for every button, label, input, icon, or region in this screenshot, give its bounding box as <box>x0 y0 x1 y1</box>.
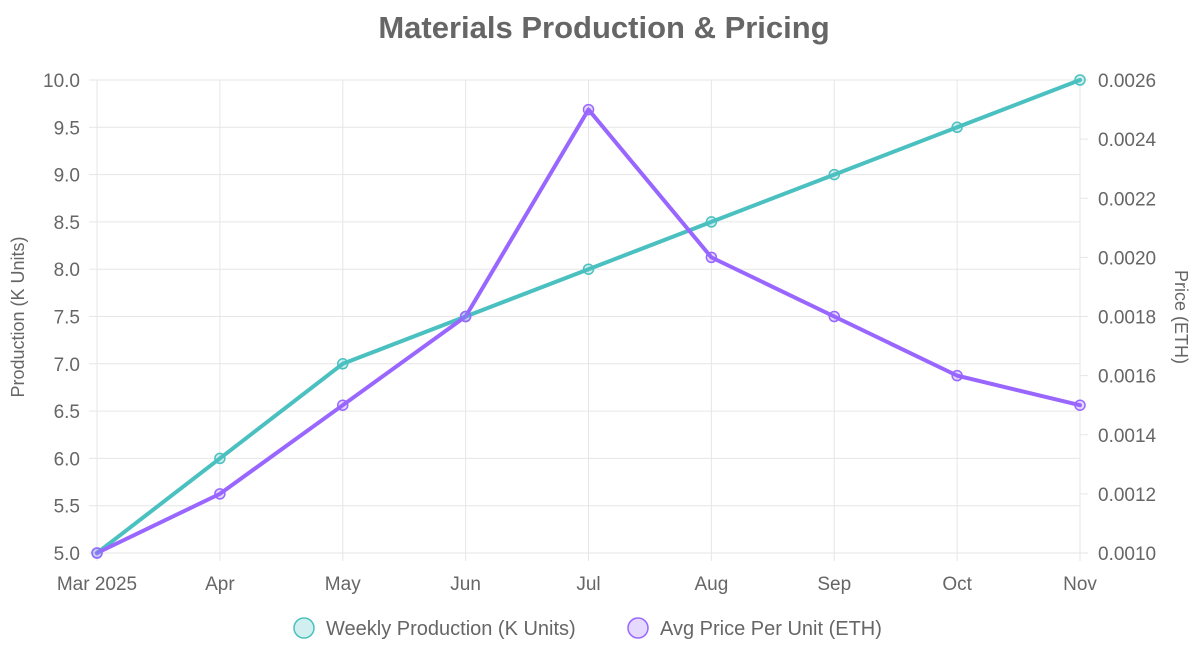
right-tick-label: 0.0026 <box>1098 71 1156 92</box>
legend: Weekly Production (K Units) Avg Price Pe… <box>293 617 882 640</box>
legend-swatch-price <box>627 617 649 639</box>
left-tick-label: 7.0 <box>54 355 80 376</box>
x-tick-label: Oct <box>942 574 972 595</box>
data-point[interactable] <box>705 251 718 264</box>
data-point[interactable] <box>1074 74 1086 86</box>
x-tick-label: Aug <box>694 574 728 595</box>
data-point[interactable] <box>951 121 963 134</box>
right-tick-label: 0.0018 <box>1098 308 1156 329</box>
data-point[interactable] <box>459 310 472 323</box>
x-tick-label: Mar 2025 <box>57 574 137 595</box>
x-tick-label: May <box>325 574 361 595</box>
left-tick-label: 6.0 <box>54 449 80 470</box>
legend-item-price[interactable]: Avg Price Per Unit (ETH) <box>627 617 882 640</box>
x-tick-label: Sep <box>817 574 851 595</box>
left-tick-label: 7.5 <box>54 308 80 329</box>
left-tick-label: 6.5 <box>54 402 80 423</box>
data-point[interactable] <box>705 216 718 228</box>
x-axis: Mar 2025 Apr May Jun Jul Aug Sep Oct Nov <box>57 574 1098 595</box>
left-tick-label: 9.5 <box>54 118 80 139</box>
right-axis-title: Price (ETH) <box>1171 270 1191 364</box>
left-axis-title: Production (K Units) <box>8 236 28 397</box>
legend-label-price: Avg Price Per Unit (ETH) <box>660 618 882 640</box>
right-tick-label: 0.0010 <box>1098 544 1156 565</box>
right-tick-label: 0.0016 <box>1098 367 1156 388</box>
left-tick-label: 8.0 <box>54 260 80 281</box>
left-tick-label: 5.5 <box>54 497 80 518</box>
x-tick-label: Nov <box>1063 574 1097 595</box>
series-line-0 <box>95 78 1082 555</box>
x-tick-label: Jun <box>450 574 481 595</box>
chart-title: Materials Production & Pricing <box>378 10 829 45</box>
left-tick-label: 9.0 <box>54 166 80 187</box>
right-tick-label: 0.0020 <box>1098 248 1156 269</box>
left-tick-label: 10.0 <box>43 71 80 92</box>
data-point[interactable] <box>337 399 349 411</box>
x-tick-label: Apr <box>205 574 235 595</box>
data-point[interactable] <box>951 369 963 382</box>
legend-swatch-production <box>293 617 315 639</box>
data-point[interactable] <box>214 452 226 465</box>
right-tick-label: 0.0022 <box>1098 189 1156 210</box>
data-point[interactable] <box>828 310 840 323</box>
series-group <box>91 74 1086 559</box>
x-tick-label: Jul <box>576 574 600 595</box>
data-point[interactable] <box>828 168 840 181</box>
right-y-axis: 0.0010 0.0012 0.0014 0.0016 0.0018 0.0020 0.00… <box>1080 71 1157 565</box>
right-tick-label: 0.0012 <box>1098 485 1156 506</box>
left-tick-label: 5.0 <box>54 544 80 565</box>
data-point[interactable] <box>1074 399 1086 411</box>
right-tick-label: 0.0024 <box>1098 130 1157 151</box>
data-point[interactable] <box>582 263 595 275</box>
left-y-axis: 5.0 5.5 6.0 6.5 7.0 7.5 8.0 8.5 9.0 9.5 10.0 <box>43 71 97 565</box>
left-tick-label: 8.5 <box>54 213 80 234</box>
legend-label-production: Weekly Production (K Units) <box>326 618 576 640</box>
data-point[interactable] <box>337 358 349 370</box>
grid <box>96 79 1081 561</box>
legend-item-production[interactable]: Weekly Production (K Units) <box>293 617 576 640</box>
data-point[interactable] <box>91 547 103 559</box>
data-point[interactable] <box>214 488 226 500</box>
data-point[interactable] <box>582 103 595 116</box>
series-line-1 <box>95 107 1082 555</box>
right-tick-label: 0.0014 <box>1098 426 1157 447</box>
